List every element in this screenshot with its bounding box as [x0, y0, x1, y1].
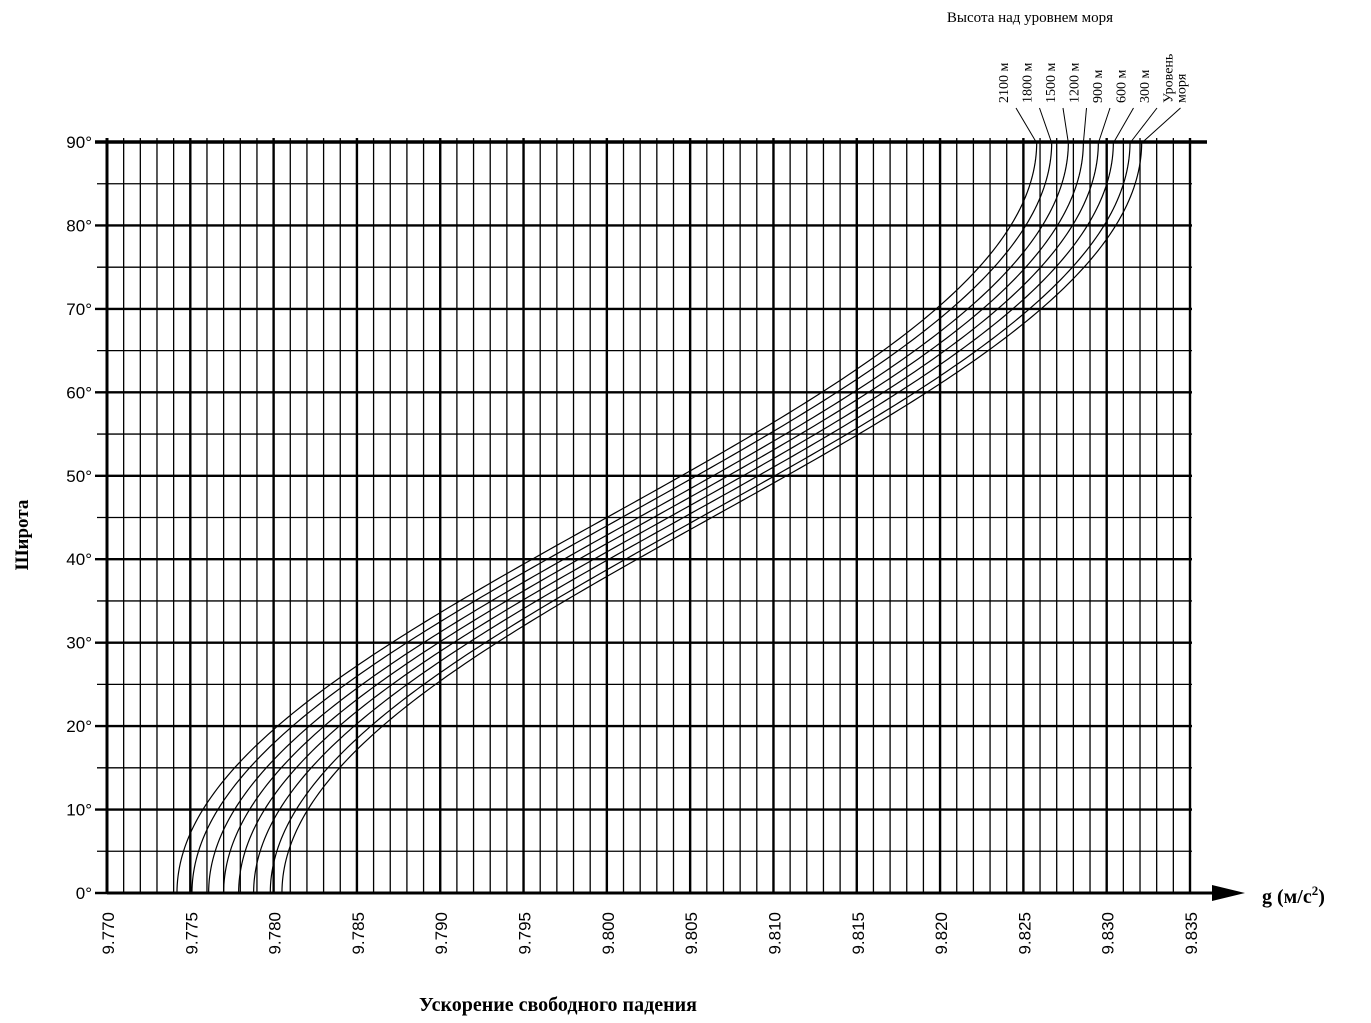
chart-series [176, 107, 1181, 894]
axis-unit-text: g (м/с [1262, 886, 1312, 908]
chart-axes [95, 138, 1245, 901]
axis-unit-label: g (м/с2) [1262, 883, 1325, 908]
series-line [269, 141, 1131, 894]
series-line [176, 141, 1038, 894]
y-tick-label: 40° [66, 550, 92, 569]
series-label: 300 м [1138, 70, 1153, 104]
y-tick-label: 30° [66, 634, 92, 653]
x-axis-arrow [1212, 885, 1245, 901]
x-tick-label: 9.830 [1099, 912, 1118, 955]
series-label: Уровеньморя [1162, 54, 1190, 103]
series-line [223, 141, 1084, 894]
series-leader-line [1082, 107, 1087, 144]
chart-grid [95, 138, 1192, 895]
series-leader-line [1062, 107, 1069, 144]
x-tick-label: 9.800 [599, 912, 618, 955]
y-tick-label: 90° [66, 133, 92, 152]
series-line [281, 141, 1143, 894]
x-tick-label: 9.795 [516, 912, 535, 955]
y-tick-label: 0° [76, 884, 92, 903]
series-line [208, 141, 1069, 894]
axis-unit-close: ) [1318, 886, 1325, 908]
x-tick-label: 9.775 [182, 912, 201, 955]
x-tick-label: 9.785 [349, 912, 368, 955]
series-label: 1500 м [1044, 63, 1059, 104]
x-tick-label: 9.820 [932, 912, 951, 955]
series-label: 2100 м [997, 63, 1012, 104]
x-tick-label: 9.805 [682, 912, 701, 955]
legend-title: Высота над уровнем моря [947, 10, 1113, 26]
chart-labels: 9.770 9.775 9.780 9.785 9.790 9.795 9.800 9.805… [66, 54, 1201, 955]
y-tick-label: 10° [66, 801, 92, 820]
x-tick-label: 9.770 [99, 912, 118, 955]
y-tick-label: 50° [66, 467, 92, 486]
series-leader-line [1112, 107, 1134, 144]
series-line [238, 141, 1099, 894]
series-label: 600 м [1115, 70, 1130, 104]
series-leader-line [1097, 107, 1111, 144]
x-tick-label: 9.780 [266, 912, 285, 955]
series-leader-line [1141, 107, 1181, 144]
y-tick-label: 80° [66, 216, 92, 235]
series-label: 900 м [1091, 70, 1106, 104]
series-line [253, 141, 1114, 894]
x-tick-label: 9.810 [765, 912, 784, 955]
y-axis-label: Широта [12, 499, 33, 570]
x-tick-label: 9.815 [849, 912, 868, 955]
x-axis-label: Ускорение свободного падения [419, 994, 697, 1016]
series-leader-line [1129, 107, 1158, 144]
series-label: 1200 м [1068, 63, 1083, 104]
series-leader-line [1015, 107, 1038, 144]
series-leader-line [1039, 107, 1053, 144]
y-tick-label: 60° [66, 383, 92, 402]
x-tick-label: 9.835 [1182, 912, 1201, 955]
series-line [191, 141, 1053, 894]
series-label: 1800 м [1021, 63, 1036, 104]
x-tick-label: 9.790 [432, 912, 451, 955]
y-tick-label: 70° [66, 300, 92, 319]
axis-unit-sup: 2 [1312, 883, 1319, 898]
y-tick-label: 20° [66, 717, 92, 736]
x-tick-label: 9.825 [1015, 912, 1034, 955]
